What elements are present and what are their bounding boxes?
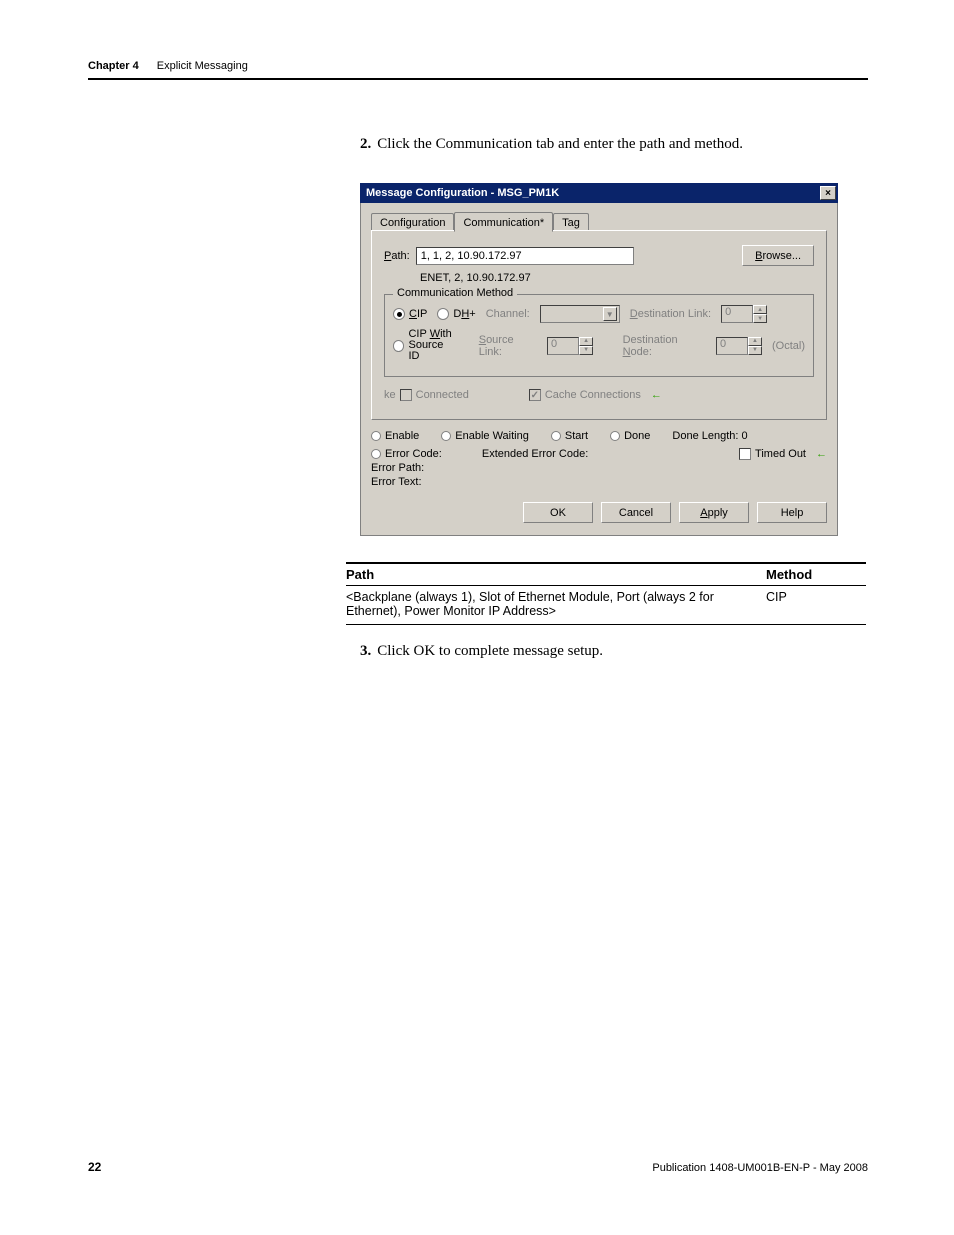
publication-info: Publication 1408-UM001B-EN-P - May 2008: [652, 1162, 868, 1174]
error-text-label: Error Text:: [371, 476, 827, 488]
tab-strip: Configuration Communication* Tag: [371, 211, 827, 231]
dest-node-value: 0: [716, 337, 748, 355]
arrow-left-icon: ←: [816, 448, 827, 460]
spin-down-icon: ▼: [753, 314, 767, 323]
apply-button[interactable]: Apply: [679, 502, 749, 523]
radio-dot-icon: [393, 308, 405, 320]
channel-combo: ▼: [540, 305, 620, 323]
step-2: 2. Click the Communication tab and enter…: [360, 136, 868, 153]
path-method-table: Path Method <Backplane (always 1), Slot …: [346, 562, 866, 625]
radio-dot-icon: [393, 340, 404, 352]
error-code-label: Error Code:: [385, 448, 442, 460]
enable-waiting-label: Enable Waiting: [455, 430, 529, 442]
connected-label: Connected: [416, 389, 469, 401]
page-footer: 22 Publication 1408-UM001B-EN-P - May 20…: [88, 1160, 868, 1174]
step-3-num: 3.: [360, 643, 371, 660]
cache-checkbox: Cache Connections ←: [529, 389, 662, 401]
comm-method-legend: Communication Method: [393, 287, 517, 299]
communication-panel: Path: Browse... ENET, 2, 10.90.172.97 Co…: [371, 230, 827, 420]
path-input[interactable]: [416, 247, 634, 265]
header-rule: [88, 78, 868, 80]
status-dot-icon: [371, 431, 381, 441]
spin-down-icon: ▼: [579, 346, 593, 355]
path-label: Path:: [384, 250, 410, 262]
source-link-value: 0: [547, 337, 579, 355]
tab-configuration[interactable]: Configuration: [371, 213, 454, 231]
dest-link-spin: 0 ▲▼: [721, 305, 767, 323]
start-label: Start: [565, 430, 588, 442]
browse-button[interactable]: Browse...: [742, 245, 814, 266]
connected-checkbox: ke Connected: [384, 389, 469, 401]
error-path-label: Error Path:: [371, 462, 827, 474]
status-row: Enable Enable Waiting Start Done Done Le…: [371, 430, 827, 442]
radio-cip[interactable]: CIP: [393, 308, 427, 320]
th-method: Method: [766, 567, 866, 582]
source-link-label: Source Link:: [479, 334, 537, 358]
status-dot-icon: [441, 431, 451, 441]
close-icon[interactable]: ×: [820, 186, 836, 200]
checkbox-icon: [739, 448, 751, 460]
error-block: Error Code: Extended Error Code: Timed O…: [371, 448, 827, 488]
done-label: Done: [624, 430, 650, 442]
octal-label: (Octal): [772, 340, 805, 352]
checkbox-icon: [400, 389, 412, 401]
spin-up-icon: ▲: [748, 337, 762, 346]
done-length-label: Done Length: 0: [672, 430, 747, 442]
spin-down-icon: ▼: [748, 346, 762, 355]
step-3: 3. Click OK to complete message setup.: [360, 643, 868, 660]
ok-button[interactable]: OK: [523, 502, 593, 523]
th-path: Path: [346, 567, 766, 582]
channel-label: Channel:: [486, 308, 530, 320]
spin-up-icon: ▲: [753, 305, 767, 314]
chevron-down-icon: ▼: [603, 307, 617, 321]
dialog-title: Message Configuration - MSG_PM1K: [366, 187, 559, 199]
comm-method-group: Communication Method CIP DH+ Channel: ▼ …: [384, 294, 814, 377]
dest-node-label: Destination Node:: [623, 334, 706, 358]
page-header: Chapter 4 Explicit Messaging: [88, 60, 868, 72]
chapter-title: Explicit Messaging: [157, 60, 248, 72]
chapter-label: Chapter 4: [88, 60, 139, 72]
checkbox-checked-icon: [529, 389, 541, 401]
radio-cip-with-source[interactable]: CIP WithSource ID: [393, 329, 455, 362]
msg-config-dialog: Message Configuration - MSG_PM1K × Confi…: [360, 183, 838, 536]
dest-link-label: Destination Link:: [630, 308, 711, 320]
cancel-button[interactable]: Cancel: [601, 502, 671, 523]
step-2-text: Click the Communication tab and enter th…: [377, 136, 743, 153]
tab-communication[interactable]: Communication*: [454, 212, 553, 232]
td-method: CIP: [766, 590, 866, 618]
td-path: <Backplane (always 1), Slot of Ethernet …: [346, 590, 766, 618]
dest-node-spin: 0 ▲▼: [716, 337, 762, 355]
arrow-left-icon: ←: [651, 389, 662, 401]
status-dot-icon: [551, 431, 561, 441]
enable-label: Enable: [385, 430, 419, 442]
tab-tag[interactable]: Tag: [553, 213, 589, 231]
path-resolved: ENET, 2, 10.90.172.97: [420, 272, 531, 284]
status-dot-icon: [371, 449, 381, 459]
radio-dhplus[interactable]: DH+: [437, 308, 475, 320]
step-3-text: Click OK to complete message setup.: [377, 643, 603, 660]
dialog-titlebar: Message Configuration - MSG_PM1K ×: [360, 183, 838, 203]
ext-error-label: Extended Error Code:: [482, 448, 588, 460]
timed-out-label: Timed Out: [755, 448, 806, 460]
timed-out-checkbox[interactable]: Timed Out ←: [739, 448, 827, 460]
dialog-buttons: OK Cancel Apply Help: [371, 502, 827, 523]
cache-label: Cache Connections: [545, 389, 641, 401]
status-dot-icon: [610, 431, 620, 441]
help-button[interactable]: Help: [757, 502, 827, 523]
step-2-num: 2.: [360, 136, 371, 153]
radio-dot-icon: [437, 308, 449, 320]
source-link-spin: 0 ▲▼: [547, 337, 593, 355]
page-number: 22: [88, 1160, 101, 1174]
dest-link-value: 0: [721, 305, 753, 323]
spin-up-icon: ▲: [579, 337, 593, 346]
